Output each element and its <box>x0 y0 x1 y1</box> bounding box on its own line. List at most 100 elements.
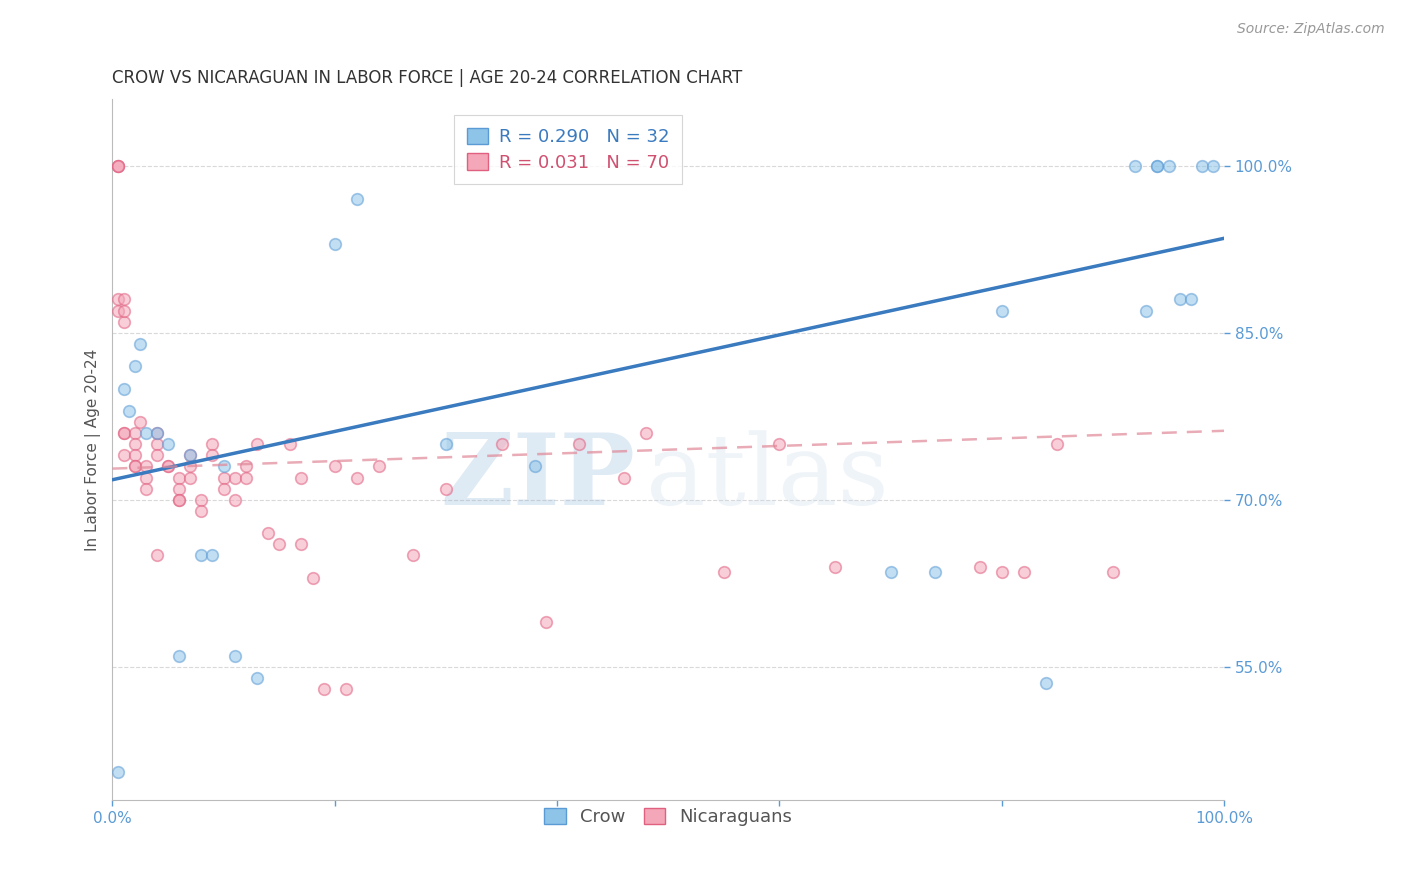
Point <box>1102 565 1125 579</box>
Point <box>124 359 146 374</box>
Point <box>107 159 129 173</box>
Point <box>167 648 190 663</box>
Point <box>1202 159 1225 173</box>
Point <box>1180 293 1202 307</box>
Y-axis label: In Labor Force | Age 20-24: In Labor Force | Age 20-24 <box>86 349 101 551</box>
Point <box>190 492 212 507</box>
Point <box>879 565 901 579</box>
Point <box>312 681 335 696</box>
Point <box>167 492 190 507</box>
Point <box>112 425 135 440</box>
Legend: Crow, Nicaraguans: Crow, Nicaraguans <box>537 800 800 833</box>
Point <box>1123 159 1146 173</box>
Point <box>434 482 457 496</box>
Point <box>346 192 368 206</box>
Point <box>568 437 591 451</box>
Point <box>112 315 135 329</box>
Point <box>257 526 280 541</box>
Point <box>713 565 735 579</box>
Point <box>179 448 201 462</box>
Point <box>107 293 129 307</box>
Point <box>156 459 179 474</box>
Point <box>167 470 190 484</box>
Point <box>124 459 146 474</box>
Point <box>246 671 269 685</box>
Point <box>346 470 368 484</box>
Point <box>135 425 157 440</box>
Text: ZIP: ZIP <box>440 429 636 526</box>
Point <box>107 159 129 173</box>
Point <box>135 459 157 474</box>
Point <box>212 482 235 496</box>
Point <box>179 448 201 462</box>
Point <box>112 425 135 440</box>
Point <box>634 425 657 440</box>
Point <box>201 437 224 451</box>
Point <box>368 459 391 474</box>
Point <box>146 425 169 440</box>
Point <box>156 437 179 451</box>
Point <box>534 615 557 630</box>
Point <box>523 459 546 474</box>
Point <box>290 537 312 551</box>
Point <box>167 482 190 496</box>
Text: Source: ZipAtlas.com: Source: ZipAtlas.com <box>1237 22 1385 37</box>
Point <box>1035 676 1057 690</box>
Point <box>269 537 291 551</box>
Point <box>224 470 246 484</box>
Point <box>290 470 312 484</box>
Point <box>768 437 790 451</box>
Point <box>824 559 846 574</box>
Point <box>135 482 157 496</box>
Point <box>146 448 169 462</box>
Point <box>179 470 201 484</box>
Point <box>129 415 152 429</box>
Point <box>179 459 201 474</box>
Point <box>167 492 190 507</box>
Point <box>190 504 212 518</box>
Point <box>224 648 246 663</box>
Point <box>434 437 457 451</box>
Point <box>201 448 224 462</box>
Point <box>969 559 991 574</box>
Point <box>212 459 235 474</box>
Point <box>278 437 301 451</box>
Point <box>991 303 1014 318</box>
Point <box>146 437 169 451</box>
Text: CROW VS NICARAGUAN IN LABOR FORCE | AGE 20-24 CORRELATION CHART: CROW VS NICARAGUAN IN LABOR FORCE | AGE … <box>112 69 742 87</box>
Point <box>201 549 224 563</box>
Point <box>112 382 135 396</box>
Point <box>323 236 346 251</box>
Point <box>401 549 423 563</box>
Point <box>224 492 246 507</box>
Point <box>991 565 1014 579</box>
Point <box>107 303 129 318</box>
Point <box>235 470 257 484</box>
Point <box>1191 159 1213 173</box>
Point <box>124 437 146 451</box>
Point <box>1146 159 1168 173</box>
Point <box>156 459 179 474</box>
Point <box>124 425 146 440</box>
Point <box>335 681 357 696</box>
Point <box>124 459 146 474</box>
Point <box>301 571 323 585</box>
Point <box>135 470 157 484</box>
Point <box>112 293 135 307</box>
Point <box>1168 293 1191 307</box>
Point <box>323 459 346 474</box>
Point <box>1146 159 1168 173</box>
Point <box>118 403 141 417</box>
Point <box>146 425 169 440</box>
Point <box>1046 437 1069 451</box>
Point <box>1012 565 1035 579</box>
Point <box>146 549 169 563</box>
Point <box>613 470 636 484</box>
Point <box>107 765 129 780</box>
Point <box>107 159 129 173</box>
Point <box>112 448 135 462</box>
Point <box>212 470 235 484</box>
Point <box>190 549 212 563</box>
Text: atlas: atlas <box>645 430 889 525</box>
Point <box>124 448 146 462</box>
